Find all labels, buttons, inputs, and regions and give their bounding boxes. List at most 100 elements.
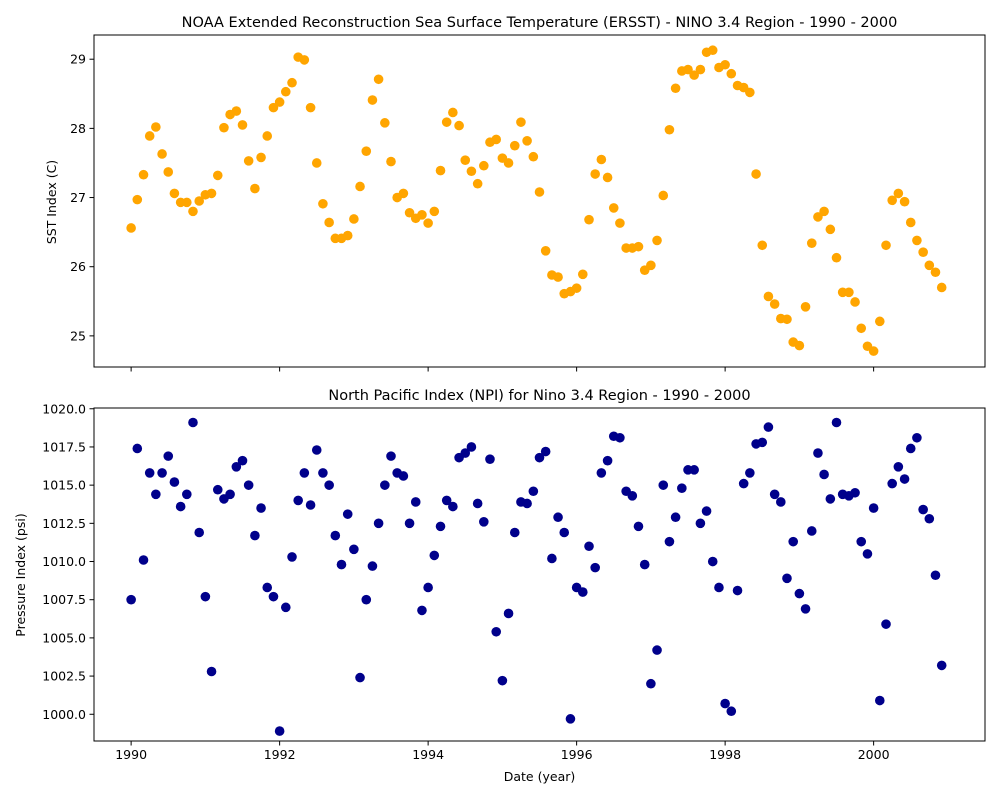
sst-data-point	[936, 282, 947, 293]
npi-data-point	[553, 512, 563, 523]
npi-data-point	[256, 503, 266, 513]
sst-data-point	[398, 188, 409, 199]
npi-data-point	[887, 478, 897, 489]
sst-data-point	[528, 151, 539, 162]
sst-data-point	[534, 187, 545, 197]
npi-y-tick-label: 1015.0	[42, 478, 86, 493]
npi-data-point	[522, 498, 532, 509]
sst-data-point	[689, 70, 699, 80]
npi-data-point	[404, 518, 415, 529]
sst-data-point	[887, 195, 897, 206]
sst-data-point	[707, 45, 718, 56]
npi-data-point	[349, 544, 359, 555]
npi-data-point	[280, 602, 291, 613]
sst-data-point	[237, 120, 248, 130]
npi-data-point	[615, 432, 625, 443]
sst-data-point	[466, 166, 477, 177]
sst-data-point	[646, 260, 656, 271]
npi-data-point	[862, 549, 873, 559]
npi-data-point	[212, 484, 223, 495]
npi-data-point	[386, 451, 396, 461]
npi-data-point	[417, 605, 427, 616]
npi-data-point	[806, 526, 817, 536]
npi-data-point	[262, 582, 273, 593]
sst-y-axis-label: SST Index (C)	[44, 160, 59, 244]
npi-data-point	[769, 489, 780, 500]
sst-tick-marks	[89, 58, 875, 372]
npi-data-point	[175, 501, 186, 512]
npi-data-point	[144, 468, 155, 478]
npi-data-point	[534, 452, 545, 463]
npi-data-point	[373, 518, 384, 529]
sst-data-point	[219, 122, 229, 133]
sst-data-point	[324, 217, 334, 228]
npi-data-point	[584, 541, 594, 552]
sst-data-point	[361, 146, 372, 156]
npi-data-point	[646, 678, 656, 689]
npi-data-point	[547, 553, 557, 564]
sst-data-point	[899, 196, 910, 207]
sst-data-point	[856, 323, 867, 334]
npi-data-point	[169, 477, 180, 487]
npi-data-point	[720, 698, 730, 709]
npi-data-point	[435, 521, 446, 532]
sst-data-point	[144, 131, 155, 141]
npi-data-point	[757, 437, 768, 448]
sst-data-point	[695, 64, 706, 75]
sst-data-point	[683, 64, 693, 75]
npi-points	[126, 417, 947, 736]
sst-data-point	[757, 240, 768, 251]
sst-y-tick-labels: 25 26 27 28 29	[70, 52, 86, 344]
sst-y-tick-label: 25	[70, 328, 86, 343]
sst-data-point	[918, 247, 928, 257]
npi-y-tick-labels: 1000.0 1002.5 1005.0 1007.5 1010.0 1012.5 1015…	[42, 401, 86, 722]
sst-data-point	[912, 235, 922, 246]
npi-data-point	[188, 417, 198, 428]
npi-x-tick-labels: 1990 1992 1994 1996 1998 2000	[115, 747, 889, 762]
sst-data-point	[250, 183, 260, 194]
npi-data-point	[466, 442, 477, 452]
sst-data-point	[664, 124, 675, 135]
npi-data-point	[936, 660, 947, 671]
npi-data-point	[380, 480, 390, 490]
npi-data-point	[330, 530, 341, 541]
sst-data-point	[182, 197, 192, 208]
npi-data-point	[874, 695, 885, 706]
sst-data-point	[435, 165, 446, 176]
npi-data-point	[707, 556, 718, 567]
sst-data-point	[454, 120, 464, 131]
npi-data-point	[200, 591, 211, 602]
npi-plot-frame	[93, 407, 986, 742]
sst-data-point	[472, 178, 483, 189]
sst-data-point	[355, 181, 365, 192]
sst-data-point	[584, 214, 594, 225]
npi-y-tick-label: 1012.5	[42, 516, 86, 531]
npi-data-point	[429, 550, 440, 561]
sst-data-point	[163, 167, 174, 177]
npi-data-point	[905, 443, 916, 454]
npi-data-point	[782, 573, 792, 584]
sst-data-point	[404, 207, 415, 218]
npi-x-tick-label: 1990	[115, 747, 147, 762]
npi-x-tick-label: 2000	[858, 747, 890, 762]
npi-x-tick-label: 1996	[561, 747, 593, 762]
npi-chart-title: North Pacific Index (NPI) for Nino 3.4 R…	[328, 388, 750, 404]
sst-data-point	[924, 260, 935, 271]
npi-data-point	[237, 455, 248, 466]
npi-data-point	[745, 468, 755, 478]
npi-data-point	[485, 454, 495, 464]
sst-points	[126, 45, 947, 356]
npi-data-point	[243, 480, 254, 490]
sst-data-point	[590, 169, 600, 179]
npi-data-point	[497, 675, 508, 686]
sst-data-point	[868, 346, 879, 356]
sst-data-point	[280, 86, 291, 97]
sst-data-point	[763, 291, 774, 302]
sst-data-point	[844, 287, 854, 298]
npi-data-point	[410, 497, 421, 507]
sst-data-point	[806, 238, 817, 248]
npi-tick-marks	[89, 408, 875, 746]
sst-data-point	[342, 230, 353, 241]
npi-data-point	[268, 591, 279, 602]
